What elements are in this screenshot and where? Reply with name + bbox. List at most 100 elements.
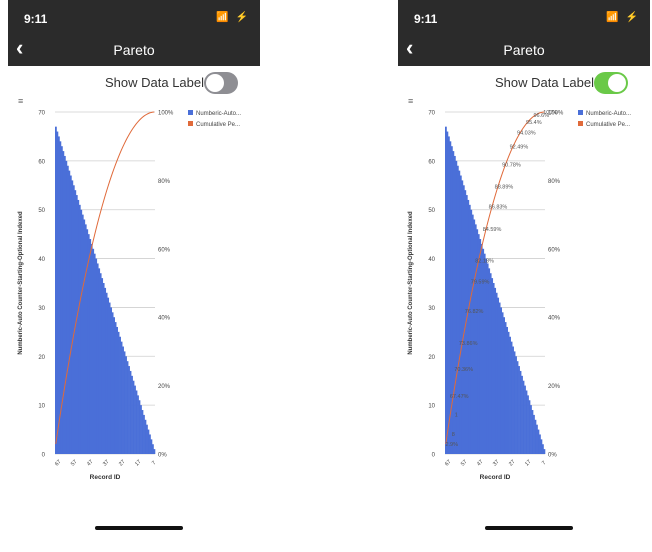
back-chevron-icon[interactable]: ‹ xyxy=(16,35,24,60)
bar xyxy=(87,234,90,454)
bar xyxy=(476,229,479,454)
bar xyxy=(477,234,480,454)
legend-swatch xyxy=(188,121,193,126)
bar xyxy=(462,185,465,454)
bar xyxy=(512,346,514,454)
y-axis-title: Numberic-Auto Counter-Starting-Optional … xyxy=(18,211,24,355)
bar xyxy=(516,361,519,454)
data-label: 84.59% xyxy=(483,227,502,233)
bar xyxy=(125,356,127,454)
bar xyxy=(500,307,503,454)
bar xyxy=(116,326,118,454)
bar xyxy=(471,214,474,454)
bar xyxy=(65,160,68,454)
y-tick-label: 10 xyxy=(428,404,435,410)
chart-menu-icon[interactable]: ≡ xyxy=(18,96,24,106)
y2-tick-label: 60% xyxy=(158,247,171,253)
bar xyxy=(521,375,523,454)
data-label: 73.86% xyxy=(459,341,478,347)
nav-bar: ‹ Pareto xyxy=(8,32,260,66)
bar xyxy=(98,268,101,454)
y2-tick-label: 100% xyxy=(548,111,564,117)
bar xyxy=(473,219,476,454)
bar xyxy=(111,312,114,454)
bar xyxy=(489,273,492,454)
data-labels-toggle[interactable] xyxy=(204,72,238,94)
bar xyxy=(63,155,66,454)
bar xyxy=(527,395,529,454)
bar xyxy=(57,136,60,454)
y2-tick-label: 40% xyxy=(158,316,171,322)
nav-bar: ‹ Pareto xyxy=(398,32,650,66)
x-tick-label: 37 xyxy=(102,459,111,468)
bar xyxy=(132,380,135,454)
bar xyxy=(74,190,77,454)
bar xyxy=(96,263,99,454)
bar xyxy=(491,278,494,454)
bar xyxy=(465,195,468,455)
y2-tick-label: 100% xyxy=(158,111,174,117)
bar xyxy=(120,341,123,454)
data-label: 100% xyxy=(543,110,557,116)
bar xyxy=(71,180,74,454)
bar xyxy=(89,239,92,454)
back-chevron-icon[interactable]: ‹ xyxy=(406,35,414,60)
y2-tick-label: 20% xyxy=(548,384,561,390)
bar xyxy=(123,351,126,454)
bar xyxy=(519,370,522,454)
bar xyxy=(495,292,498,454)
x-tick-label: 27 xyxy=(118,459,127,468)
bar xyxy=(506,326,508,454)
x-tick-label: 7 xyxy=(541,460,547,466)
y-tick-label: 50 xyxy=(428,208,435,214)
bar xyxy=(453,155,456,454)
bar xyxy=(66,165,69,454)
home-indicator[interactable] xyxy=(485,526,573,530)
bar xyxy=(455,160,458,454)
y2-tick-label: 20% xyxy=(158,384,171,390)
bar xyxy=(122,346,124,454)
bar xyxy=(134,385,136,454)
bar xyxy=(90,243,93,454)
bar xyxy=(445,126,447,455)
pareto-chart: 0 10 20 30 40 50 60 70 0% 20% 40% 60% 80% 100% 67 57 47 3… xyxy=(18,110,241,481)
bar xyxy=(452,151,455,455)
bar xyxy=(528,400,531,454)
home-indicator[interactable] xyxy=(95,526,183,530)
x-tick-label: 47 xyxy=(86,459,95,468)
bar xyxy=(524,385,526,454)
toggle-knob xyxy=(206,74,224,92)
data-label: 92.49% xyxy=(510,145,529,151)
bar xyxy=(72,185,75,454)
bar xyxy=(153,449,156,454)
legend-swatch xyxy=(578,121,583,126)
y-tick-label: 0 xyxy=(432,453,436,459)
bar xyxy=(536,424,538,454)
bar xyxy=(468,204,471,454)
signal-wifi-battery-icon: 📶 ⚡ xyxy=(606,12,640,23)
bar xyxy=(542,444,544,454)
bar xyxy=(504,322,507,454)
chart-menu-icon[interactable]: ≡ xyxy=(408,96,414,106)
bar xyxy=(84,224,87,454)
bar xyxy=(518,366,520,454)
bar xyxy=(488,268,491,454)
legend-label: Numberic-Auto... xyxy=(196,111,241,117)
bar xyxy=(479,239,482,454)
bar xyxy=(540,439,543,454)
data-label: 88.89% xyxy=(495,184,514,190)
bar xyxy=(83,219,86,454)
data-labels-toggle[interactable] xyxy=(594,72,628,94)
data-label: 79.59% xyxy=(471,279,490,285)
y-tick-label: 50 xyxy=(38,208,45,214)
bar xyxy=(456,165,459,454)
bar xyxy=(93,253,96,454)
bar xyxy=(104,287,107,454)
bar xyxy=(449,141,452,455)
legend-label: Cumulative Pe... xyxy=(586,122,630,128)
data-labels-row: Show Data Labels xyxy=(398,70,650,96)
bar xyxy=(459,175,462,454)
clock-time: 9:11 xyxy=(24,12,48,26)
bar xyxy=(68,170,71,454)
bar xyxy=(530,405,532,454)
